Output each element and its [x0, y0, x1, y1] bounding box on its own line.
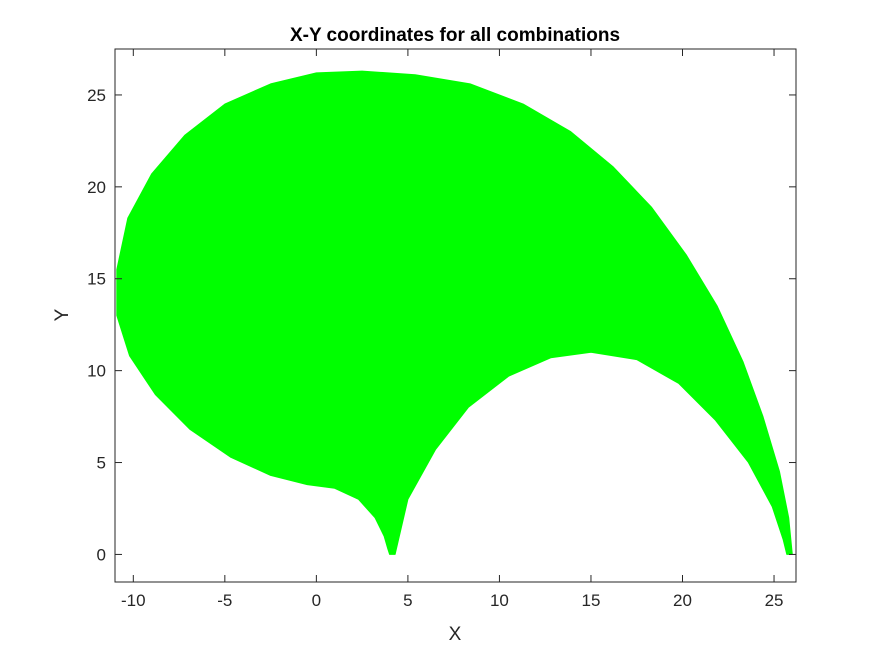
- data-region-layer: [116, 70, 793, 555]
- data-region-0: [116, 70, 793, 555]
- y-tick-label-5: 25: [87, 86, 106, 105]
- y-tick-label-1: 5: [97, 454, 106, 473]
- y-axis-label: Y: [52, 308, 73, 321]
- x-tick-label-1: -5: [217, 591, 232, 610]
- x-tick-label-0: -10: [121, 591, 146, 610]
- x-tick-label-2: 0: [312, 591, 321, 610]
- x-tick-label-3: 5: [403, 591, 412, 610]
- plot-box: [114, 48, 797, 583]
- y-tick-label-2: 10: [87, 362, 106, 381]
- x-tick-label-5: 15: [582, 591, 601, 610]
- x-tick-label-6: 20: [673, 591, 692, 610]
- y-tick-label-4: 20: [87, 178, 106, 197]
- chart-title: X-Y coordinates for all combinations: [290, 25, 620, 46]
- x-axis-ticks: -10 -5 0 5 10 15 20 25: [121, 49, 783, 610]
- y-tick-label-0: 0: [97, 545, 106, 564]
- x-tick-label-7: 25: [765, 591, 784, 610]
- x-axis-label: X: [449, 624, 462, 645]
- y-tick-label-3: 15: [87, 270, 106, 289]
- y-axis-ticks: 0 5 10 15 20 25: [87, 86, 796, 564]
- x-tick-label-4: 10: [490, 591, 509, 610]
